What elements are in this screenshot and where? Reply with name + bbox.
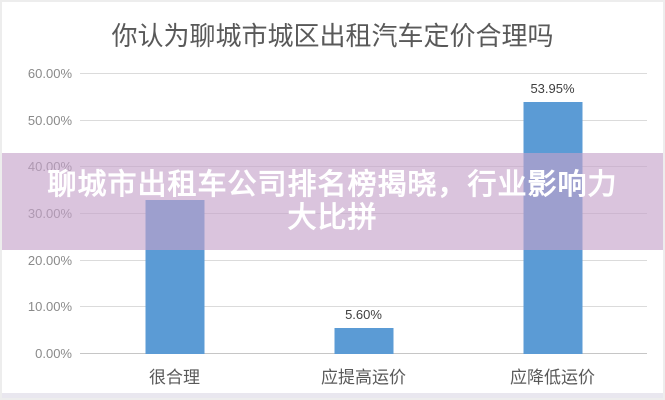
bar-value-label: 53.95% xyxy=(530,81,575,97)
chart-title: 你认为聊城市城区出租汽车定价合理吗 xyxy=(111,21,554,51)
category-label: 应降低运价 xyxy=(510,368,595,387)
category-label: 应提高运价 xyxy=(321,368,406,387)
overlay-banner: 聊城市出租车公司排名榜揭晓，行业影响力 大比拼 xyxy=(2,153,663,250)
y-axis-tick-label: 60.00% xyxy=(27,66,72,81)
gridline xyxy=(80,306,647,308)
y-axis-tick-label: 20.00% xyxy=(27,252,72,268)
category-label: 很合理 xyxy=(149,368,200,387)
y-axis-tick-label: 50.00% xyxy=(27,112,72,128)
bar-slot: 5.60% xyxy=(269,74,458,354)
bar-value-label: 5.60% xyxy=(345,306,382,322)
y-axis-tick-label: 0.00% xyxy=(35,346,72,361)
banner-headline-line1: 聊城市出租车公司排名榜揭晓，行业影响力 xyxy=(47,169,618,201)
bar-1 xyxy=(334,327,393,354)
banner-headline-line2: 大比拼 xyxy=(287,202,378,234)
y-axis-tick-label: 10.00% xyxy=(27,299,72,315)
gridline xyxy=(80,73,647,74)
gridline xyxy=(80,119,647,121)
bottom-edge-strip xyxy=(2,393,663,398)
gridline xyxy=(80,259,647,261)
x-axis: 很合理 应提高运价 应降低运价 xyxy=(80,363,647,388)
